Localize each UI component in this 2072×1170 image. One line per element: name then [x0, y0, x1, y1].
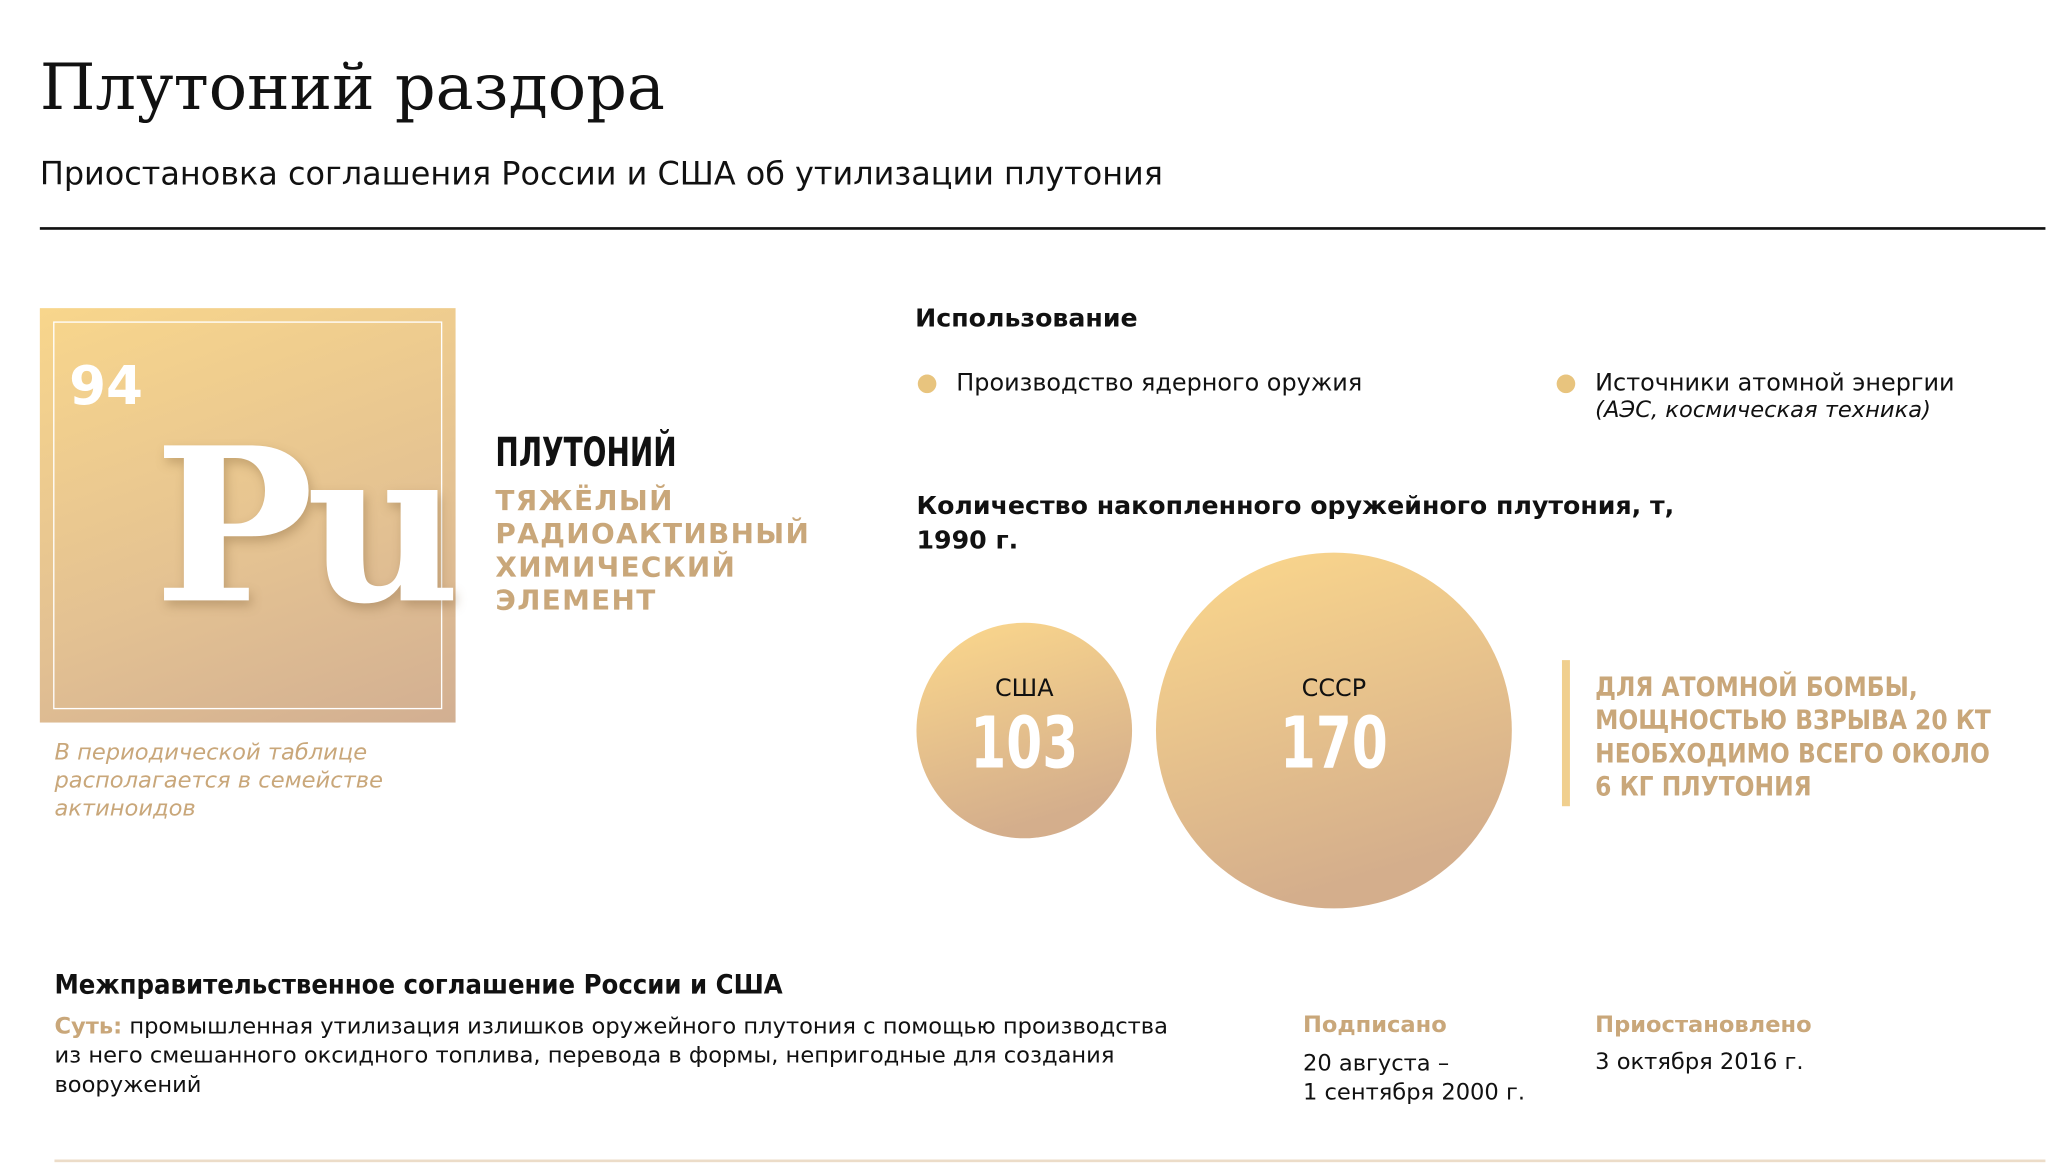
- atomic-number: 94: [69, 355, 144, 418]
- footer-line: [54, 1159, 2046, 1163]
- title-line: Количество накопленного оружейного плуто…: [916, 491, 1675, 521]
- description-line: РАДИОАКТИВНЫЙ: [495, 517, 811, 550]
- date-line: 20 августа –: [1302, 1050, 1450, 1078]
- divider: [39, 227, 2046, 230]
- bubble: [1155, 552, 1512, 909]
- element-note: В периодической таблице располагается в с…: [54, 740, 383, 824]
- fact-line: НЕОБХОДИМО ВСЕГО ОКОЛО: [1595, 737, 1990, 770]
- essence-line: Суть: промышленная утилизация излишков о…: [54, 1012, 1167, 1041]
- element-name: ПЛУТОНИЙ: [495, 430, 677, 477]
- note-line: актиноидов: [54, 795, 196, 823]
- fact-line: МОЩНОСТЬЮ ВЗРЫВА 20 КТ: [1595, 703, 1991, 736]
- suspended-date: 3 октября 2016 г.: [1595, 1049, 1804, 1076]
- fact: ДЛЯ АТОМНОЙ БОМБЫ, МОЩНОСТЬЮ ВЗРЫВА 20 КТ…: [1595, 671, 1991, 804]
- note-line: В периодической таблице: [54, 739, 368, 767]
- bullet: [917, 374, 937, 394]
- essence-text: из него смешанного оксидного топлива, пе…: [54, 1042, 1115, 1070]
- essence-label: Суть:: [54, 1013, 123, 1040]
- bubble-label: СССР: [1302, 674, 1366, 702]
- title-line: 1990 г.: [916, 525, 1019, 556]
- bubble-value: 170: [1280, 703, 1388, 786]
- fact-bar: [1561, 660, 1570, 807]
- tile-border: [53, 321, 443, 710]
- element-tile: 94 Pu: [39, 308, 460, 723]
- bubble-value: 103: [970, 703, 1078, 786]
- description-line: ЭЛЕМЕНТ: [495, 584, 657, 617]
- agreement-title: Межправительственное соглашение России и…: [54, 968, 783, 1001]
- essence-line: из него смешанного оксидного топлива, пе…: [54, 1041, 1167, 1070]
- signed-date: 20 августа –1 сентября 2000 г.: [1303, 1049, 1525, 1107]
- element-symbol: Pu: [154, 401, 460, 651]
- description-line: ХИМИЧЕСКИЙ: [495, 551, 737, 584]
- agreement-essence: Суть: промышленная утилизация излишков о…: [54, 1012, 1167, 1100]
- usage-title: Использование: [915, 304, 1138, 334]
- fact-line: ДЛЯ АТОМНОЙ БОМБЫ,: [1595, 670, 1918, 703]
- suspended-label: Приостановлено: [1595, 1012, 1812, 1039]
- bubble: [916, 622, 1133, 839]
- subtitle: Приостановка соглашения России и США об …: [39, 155, 1163, 193]
- date-line: 1 сентября 2000 г.: [1302, 1079, 1526, 1107]
- usage-item: Производство ядерного оружия: [956, 369, 1363, 398]
- signed-label: Подписано: [1302, 1012, 1447, 1039]
- essence-text: вооружений: [54, 1071, 202, 1099]
- element-description: ТЯЖЁЛЫЙ РАДИОАКТИВНЫЙ ХИМИЧЕСКИЙ ЭЛЕМЕНТ: [495, 485, 810, 618]
- usage-item: Источники атомной энергии: [1595, 369, 1955, 398]
- description-line: ТЯЖЁЛЫЙ: [495, 484, 674, 517]
- bullet: [1556, 374, 1576, 394]
- fact-line: 6 КГ ПЛУТОНИЯ: [1595, 770, 1812, 803]
- title: Плутоний раздора: [39, 50, 665, 125]
- essence-text: промышленная утилизация излишков оружейн…: [129, 1013, 1168, 1040]
- usage-note: (АЭС, космическая техника): [1595, 397, 1931, 424]
- note-line: располагается в семействе: [54, 767, 383, 795]
- essence-line: вооружений: [54, 1071, 1167, 1100]
- stock-title: Количество накопленного оружейного плуто…: [916, 489, 1674, 558]
- bubble-label: США: [995, 674, 1054, 702]
